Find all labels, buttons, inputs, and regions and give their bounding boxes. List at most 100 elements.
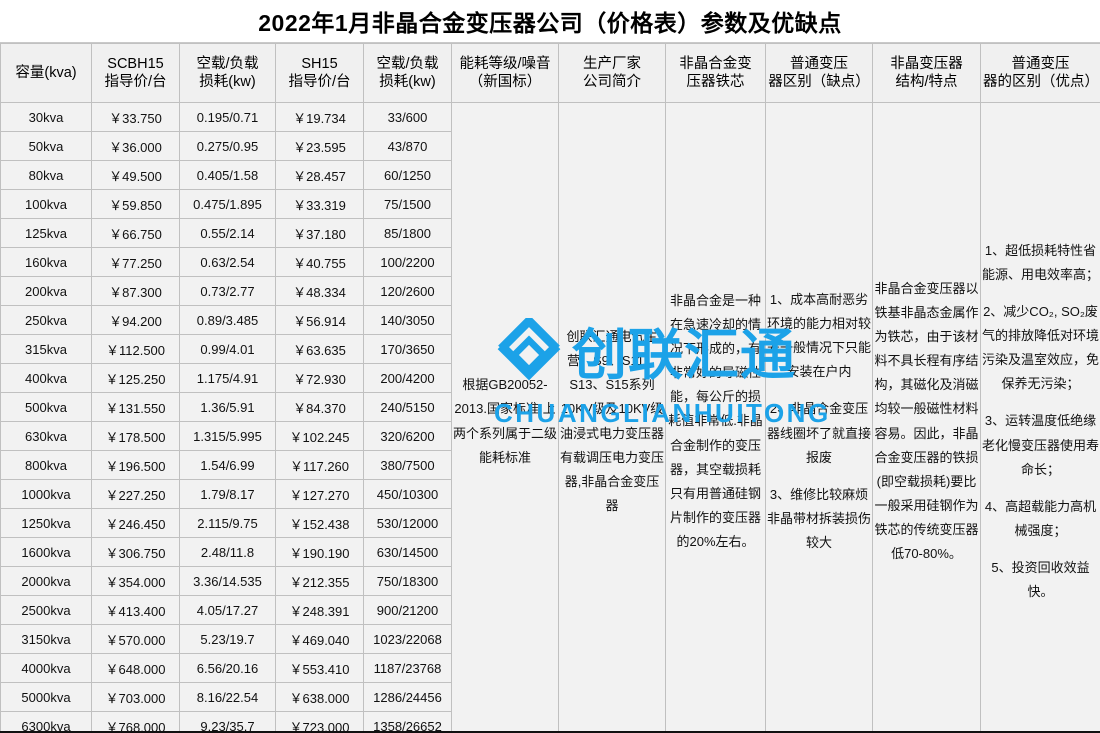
cell-scbh15-price: ￥131.550 — [91, 392, 180, 422]
table-row: 800kva ￥196.500 1.54/6.99 ￥117.260 380/7500 — [0, 450, 1100, 480]
cell-sh15-loss: 100/2200 — [363, 247, 452, 277]
cell-scbh15-loss: 0.195/0.71 — [179, 102, 276, 132]
cell-ordinary-advantages: 1、超低损耗特性省能源、用电效率高； 2、减少CO₂, SO₂废气的排放降低对环境… — [980, 102, 1100, 731]
cell-scbh15-loss: 2.115/9.75 — [179, 508, 276, 538]
table-row: 500kva ￥131.550 1.36/5.91 ￥84.370 240/5150 — [0, 392, 1100, 422]
paragraph: 2、非晶合金变压器线圈坏了就直接报废 — [766, 401, 871, 465]
cell-capacity: 5000kva — [0, 682, 92, 712]
table-row: 2500kva ￥413.400 4.05/17.27 ￥248.391 900/212… — [0, 595, 1100, 625]
cell-sh15-price: ￥33.319 — [275, 189, 364, 219]
cell-sh15-price: ￥212.355 — [275, 566, 364, 596]
cell-sh15-price: ￥723.000 — [275, 711, 364, 731]
cell-capacity: 160kva — [0, 247, 92, 277]
cell-scbh15-loss: 6.56/20.16 — [179, 653, 276, 683]
table-row: 4000kva ￥648.000 6.56/20.16 ￥553.410 1187/23… — [0, 653, 1100, 683]
column-header-scbh15-loss: 空载/负载 损耗(kw) — [179, 43, 276, 103]
table-row: 250kva ￥94.200 0.89/3.485 ￥56.914 140/3050 — [0, 305, 1100, 335]
cell-scbh15-loss: 4.05/17.27 — [179, 595, 276, 625]
paragraph: 3、维修比较麻烦非晶带材拆装损伤较大 — [766, 486, 871, 550]
cell-capacity: 2500kva — [0, 595, 92, 625]
cell-sh15-loss: 750/18300 — [363, 566, 452, 596]
table-row: 80kva ￥49.500 0.405/1.58 ￥28.457 60/1250 — [0, 160, 1100, 190]
cell-scbh15-price: ￥768.000 — [91, 711, 180, 731]
cell-scbh15-price: ￥59.850 — [91, 189, 180, 219]
cell-sh15-price: ￥152.438 — [275, 508, 364, 538]
cell-capacity: 500kva — [0, 392, 92, 422]
table-row: 30kva ￥33.750 0.195/0.71 ￥19.734 33/600 根据GB2… — [0, 102, 1100, 731]
cell-scbh15-loss: 0.89/3.485 — [179, 305, 276, 335]
page-title-bar: 2022年1月非晶合金变压器公司（价格表）参数及优缺点 — [0, 0, 1100, 43]
cell-scbh15-loss: 0.63/2.54 — [179, 247, 276, 277]
paragraph: 3、运转温度低绝缘老化慢变压器使用寿命长； — [981, 413, 1099, 477]
cell-sh15-loss: 1023/22068 — [363, 624, 452, 654]
cell-amorphous-core: 非晶合金是一种在急速冷却的情况下形成的，有非常好的导磁性能，每公斤的损耗值非常低… — [665, 102, 766, 731]
page-title: 2022年1月非晶合金变压器公司（价格表）参数及优缺点 — [258, 10, 842, 36]
cell-sh15-price: ￥553.410 — [275, 653, 364, 683]
cell-scbh15-price: ￥227.250 — [91, 479, 180, 509]
cell-sh15-price: ￥40.755 — [275, 247, 364, 277]
column-header-amorphous-structure: 非晶变压器 结构/特点 — [872, 43, 981, 103]
paragraph: 4、高超载能力高机械强度； — [984, 498, 1097, 538]
cell-sh15-loss: 170/3650 — [363, 334, 452, 364]
column-header-energy-grade: 能耗等级/噪音 （新国标） — [451, 43, 559, 103]
cell-scbh15-price: ￥246.450 — [91, 508, 180, 538]
cell-amorphous-structure: 非晶合金变压器以铁基非晶态金属作为铁芯，由于该材料不具长程有序结构，其磁化及消磁… — [872, 102, 981, 731]
cell-sh15-loss: 1187/23768 — [363, 653, 452, 683]
cell-scbh15-price: ￥125.250 — [91, 363, 180, 393]
cell-sh15-price: ￥63.635 — [275, 334, 364, 364]
cell-ordinary-drawbacks: 1、成本高耐恶劣环境的能力相对较差一般情况下只能安装在户内 2、非晶合金变压器线圈… — [765, 102, 873, 731]
cell-sh15-price: ￥84.370 — [275, 392, 364, 422]
table-row: 200kva ￥87.300 0.73/2.77 ￥48.334 120/2600 — [0, 276, 1100, 306]
cell-sh15-loss: 320/6200 — [363, 421, 452, 451]
cell-capacity: 200kva — [0, 276, 92, 306]
cell-sh15-price: ￥190.190 — [275, 537, 364, 567]
cell-sh15-price: ￥28.457 — [275, 160, 364, 190]
table-row: 100kva ￥59.850 0.475/1.895 ￥33.319 75/1500 — [0, 189, 1100, 219]
cell-sh15-loss: 85/1800 — [363, 218, 452, 248]
cell-capacity: 6300kva — [0, 711, 92, 731]
header-row: 容量(kva) SCBH15 指导价/台 空载/负载 损耗(kw) SH15 指… — [0, 43, 1100, 103]
cell-scbh15-price: ￥570.000 — [91, 624, 180, 654]
cell-capacity: 3150kva — [0, 624, 92, 654]
cell-sh15-loss: 60/1250 — [363, 160, 452, 190]
table-row: 315kva ￥112.500 0.99/4.01 ￥63.635 170/3650 — [0, 334, 1100, 364]
cell-scbh15-loss: 1.36/5.91 — [179, 392, 276, 422]
paragraph: 1、超低损耗特性省能源、用电效率高； — [981, 243, 1099, 283]
cell-scbh15-price: ￥112.500 — [91, 334, 180, 364]
paragraph: 5、投资回收效益快。 — [991, 559, 1090, 599]
table-row: 2000kva ￥354.000 3.36/14.535 ￥212.355 750/18… — [0, 566, 1100, 596]
cell-scbh15-price: ￥178.500 — [91, 421, 180, 451]
price-parameter-table: 容量(kva) SCBH15 指导价/台 空载/负载 损耗(kw) SH15 指… — [0, 43, 1100, 731]
cell-scbh15-loss: 1.175/4.91 — [179, 363, 276, 393]
cell-capacity: 125kva — [0, 218, 92, 248]
table-row: 125kva ￥66.750 0.55/2.14 ￥37.180 85/1800 — [0, 218, 1100, 248]
cell-sh15-loss: 140/3050 — [363, 305, 452, 335]
table-row: 50kva ￥36.000 0.275/0.95 ￥23.595 43/870 — [0, 131, 1100, 161]
cell-sh15-loss: 33/600 — [363, 102, 452, 132]
column-header-amorphous-core: 非晶合金变 压器铁芯 — [665, 43, 766, 103]
cell-capacity: 100kva — [0, 189, 92, 219]
cell-capacity: 30kva — [0, 102, 92, 132]
cell-scbh15-loss: 2.48/11.8 — [179, 537, 276, 567]
table-row: 630kva ￥178.500 1.315/5.995 ￥102.245 320/620… — [0, 421, 1100, 451]
cell-sh15-price: ￥469.040 — [275, 624, 364, 654]
cell-scbh15-price: ￥306.750 — [91, 537, 180, 567]
cell-capacity: 1600kva — [0, 537, 92, 567]
cell-scbh15-price: ￥703.000 — [91, 682, 180, 712]
cell-scbh15-loss: 3.36/14.535 — [179, 566, 276, 596]
table-body: 30kva ￥33.750 0.195/0.71 ￥19.734 33/600 根据GB2… — [0, 102, 1100, 731]
cell-sh15-price: ￥127.270 — [275, 479, 364, 509]
cell-scbh15-price: ￥354.000 — [91, 566, 180, 596]
cell-sh15-price: ￥102.245 — [275, 421, 364, 451]
cell-sh15-price: ￥56.914 — [275, 305, 364, 335]
cell-sh15-price: ￥19.734 — [275, 102, 364, 132]
cell-capacity: 630kva — [0, 421, 92, 451]
cell-manufacturer: 创联汇通电气主营：S9、S11、S13、S15系列10KV级及10KV级油浸式电… — [558, 102, 666, 731]
cell-scbh15-loss: 0.99/4.01 — [179, 334, 276, 364]
cell-scbh15-price: ￥413.400 — [91, 595, 180, 625]
cell-capacity: 2000kva — [0, 566, 92, 596]
cell-sh15-loss: 380/7500 — [363, 450, 452, 480]
cell-scbh15-loss: 5.23/19.7 — [179, 624, 276, 654]
cell-scbh15-loss: 1.315/5.995 — [179, 421, 276, 451]
